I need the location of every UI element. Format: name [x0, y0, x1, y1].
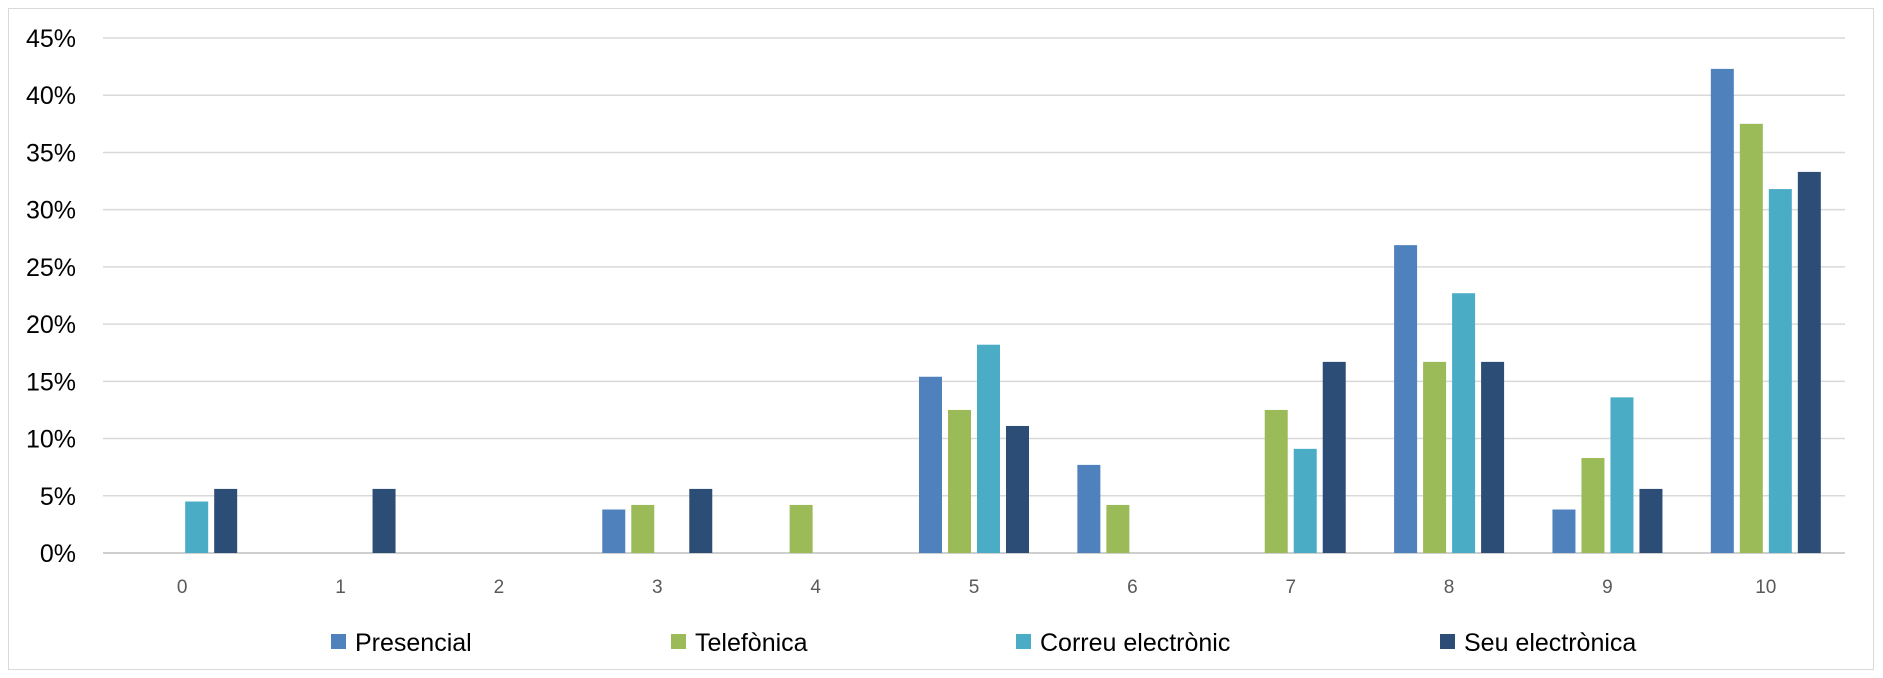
y-tick-label: 25%: [26, 254, 76, 282]
bar: [948, 409, 971, 553]
x-axis: 0 1 2 3 4 5 6 7 8 9 10: [177, 577, 1776, 598]
bar: [1106, 504, 1130, 553]
bar: [1639, 488, 1663, 553]
y-tick-label: 30%: [26, 197, 76, 225]
y-axis: 0% 5% 10% 15% 20% 25% 30% 35% 40% 45%: [26, 25, 76, 568]
bar: [1610, 397, 1634, 553]
x-tick-label: 7: [1285, 577, 1296, 598]
legend: Presencial Telefònica Correu electrònic Seu…: [331, 629, 1636, 657]
bar: [1739, 123, 1763, 553]
x-tick-label: 9: [1602, 577, 1613, 598]
bar: [689, 488, 713, 553]
bar: [1581, 458, 1605, 553]
x-tick-label: 4: [810, 577, 821, 598]
bar: [185, 501, 209, 553]
bar: [1077, 464, 1101, 553]
legend-swatch: [671, 634, 686, 649]
legend-swatch: [1016, 634, 1031, 649]
bars: [185, 68, 1821, 554]
bar: [1423, 361, 1447, 553]
x-tick-label: 5: [969, 577, 980, 598]
bar: [977, 344, 1000, 553]
bar: [1452, 293, 1476, 553]
bar: [602, 509, 626, 553]
legend-label: Telefònica: [695, 629, 808, 657]
y-tick-label: 15%: [26, 368, 76, 396]
x-tick-label: 2: [494, 577, 505, 598]
bar: [1006, 425, 1029, 553]
bar: [1710, 68, 1734, 554]
x-tick-label: 6: [1127, 577, 1138, 598]
legend-item: Presencial: [331, 629, 472, 657]
y-tick-label: 5%: [40, 483, 76, 511]
legend-item: Correu electrònic: [1016, 629, 1230, 657]
y-tick-label: 0%: [40, 540, 76, 568]
bar: [1552, 509, 1576, 553]
bar: [919, 376, 942, 553]
bar: [1768, 189, 1792, 554]
legend-label: Seu electrònica: [1464, 629, 1636, 657]
legend-label: Presencial: [355, 629, 472, 657]
bar: [1264, 409, 1288, 553]
bar: [1797, 171, 1821, 553]
legend-swatch: [331, 634, 346, 649]
legend-item: Telefònica: [671, 629, 808, 657]
bar: [631, 504, 655, 553]
bar: [1293, 448, 1317, 553]
x-tick-label: 10: [1755, 577, 1776, 598]
y-tick-label: 35%: [26, 139, 76, 167]
bar: [1481, 361, 1505, 553]
y-tick-label: 10%: [26, 426, 76, 454]
x-tick-label: 3: [652, 577, 663, 598]
y-tick-label: 20%: [26, 311, 76, 339]
y-tick-label: 45%: [26, 25, 76, 53]
legend-label: Correu electrònic: [1040, 629, 1230, 657]
bar: [1394, 245, 1418, 553]
bar: [1322, 361, 1346, 553]
legend-item: Seu electrònica: [1440, 629, 1636, 657]
legend-swatch: [1440, 634, 1455, 649]
x-tick-label: 0: [177, 577, 188, 598]
chart-frame: [8, 8, 1874, 670]
x-tick-label: 8: [1444, 577, 1455, 598]
bar: [372, 488, 396, 553]
bar: [789, 504, 813, 553]
x-tick-label: 1: [335, 577, 346, 598]
y-tick-label: 40%: [26, 82, 76, 110]
bar: [214, 488, 238, 553]
